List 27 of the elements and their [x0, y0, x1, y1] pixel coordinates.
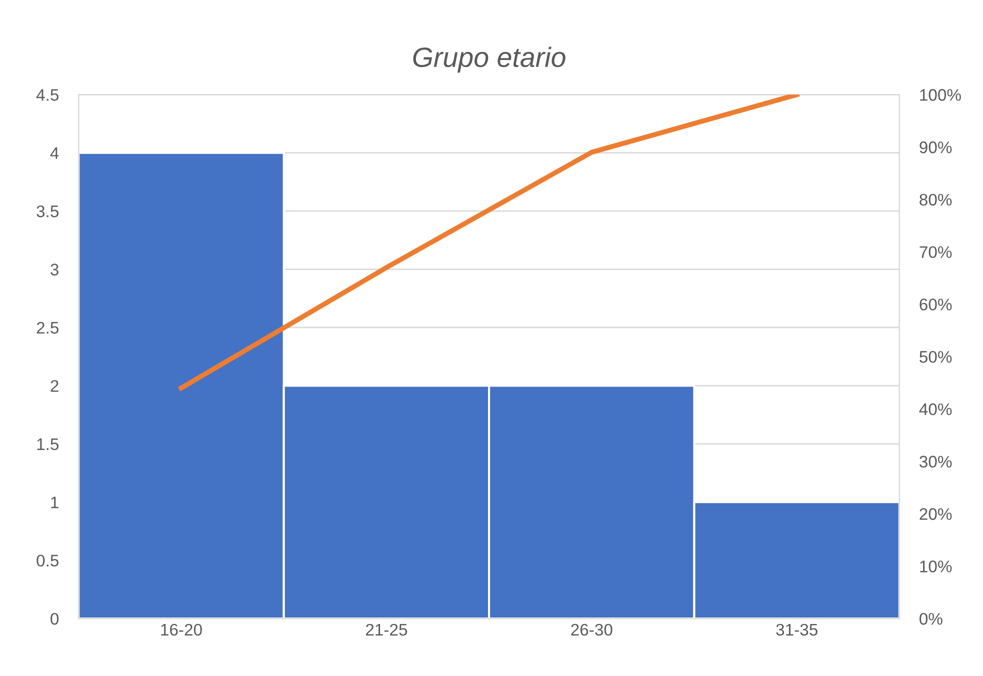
chart-title: Grupo etario	[413, 46, 566, 73]
y2-tick-label: 10%	[920, 560, 952, 572]
x-tick-label: 26-30	[571, 624, 612, 636]
x-tick-label: 16-20	[161, 624, 202, 636]
y2-tick-label: 20%	[920, 508, 952, 520]
y-tick-label: 1.5	[37, 438, 58, 450]
x-tick-label: 31-35	[776, 624, 818, 636]
y-tick-label: 1	[51, 496, 58, 508]
y2-tick-label: 0%	[920, 612, 942, 625]
x-tick-label: 21-25	[366, 624, 408, 636]
y2-tick-label: 90%	[920, 141, 952, 154]
y-tick-label: 2	[50, 380, 58, 392]
y2-tick-label: 100%	[920, 89, 961, 101]
y2-tick-label: 60%	[920, 298, 952, 310]
y-tick-label: 4.5	[36, 89, 58, 101]
y2-tick-label: 80%	[920, 194, 952, 206]
y-tick-label: 4	[50, 147, 59, 159]
y2-tick-label: 40%	[919, 403, 952, 416]
y2-tick-label: 70%	[920, 246, 952, 258]
y2-tick-label: 30%	[920, 456, 952, 468]
line-series	[178, 94, 800, 390]
y-tick-label: 0	[50, 612, 59, 625]
y-tick-label: 2.5	[36, 322, 58, 334]
y-tick-label: 3.5	[36, 205, 58, 218]
y-tick-label: 3	[50, 264, 58, 276]
y2-tick-label: 50%	[920, 350, 952, 363]
y-tick-label: 0.5	[36, 554, 58, 567]
